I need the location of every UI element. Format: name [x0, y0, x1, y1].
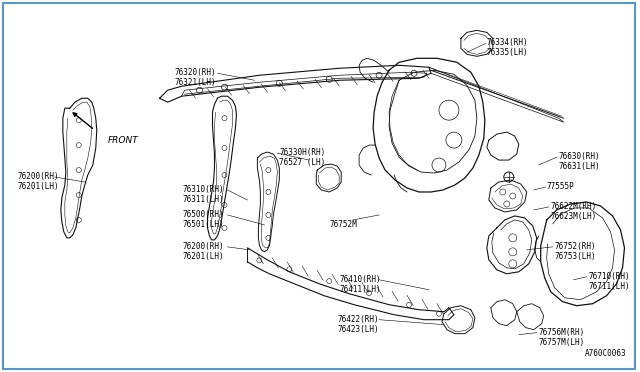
Text: 76330H(RH): 76330H(RH): [279, 148, 326, 157]
Text: 76310(RH): 76310(RH): [182, 185, 224, 194]
Text: 76311(LH): 76311(LH): [182, 195, 224, 204]
Text: 76201(LH): 76201(LH): [18, 182, 60, 191]
Text: 76200(RH): 76200(RH): [182, 242, 224, 251]
Text: 76321(LH): 76321(LH): [175, 78, 216, 87]
Text: 76422(RH): 76422(RH): [337, 315, 379, 324]
Text: 76335(LH): 76335(LH): [487, 48, 529, 57]
Text: 76501(LH): 76501(LH): [182, 220, 224, 229]
Text: 76630(RH): 76630(RH): [559, 152, 600, 161]
Text: 76753(LH): 76753(LH): [555, 252, 596, 261]
Text: 76201(LH): 76201(LH): [182, 252, 224, 261]
Text: 77555P: 77555P: [547, 182, 575, 191]
Text: 76527 (LH): 76527 (LH): [279, 158, 326, 167]
Text: FRONT: FRONT: [108, 136, 138, 145]
Text: 76752(RH): 76752(RH): [555, 242, 596, 251]
Text: 76710(RH): 76710(RH): [589, 272, 630, 281]
Text: 76500(RH): 76500(RH): [182, 210, 224, 219]
Text: A760C0063: A760C0063: [585, 349, 627, 357]
Text: 76423(LH): 76423(LH): [337, 325, 379, 334]
Text: 76622M(RH): 76622M(RH): [550, 202, 597, 211]
Text: 76711(LH): 76711(LH): [589, 282, 630, 291]
Text: 76631(LH): 76631(LH): [559, 162, 600, 171]
Text: 76200(RH): 76200(RH): [18, 172, 60, 181]
Text: 76757M(LH): 76757M(LH): [539, 338, 585, 347]
Text: 76410(RH): 76410(RH): [339, 275, 381, 284]
Text: 76411(LH): 76411(LH): [339, 285, 381, 294]
Text: 76756M(RH): 76756M(RH): [539, 328, 585, 337]
Text: 76752M: 76752M: [329, 220, 357, 229]
Text: 76320(RH): 76320(RH): [175, 68, 216, 77]
Text: 76623M(LH): 76623M(LH): [550, 212, 597, 221]
Text: 76334(RH): 76334(RH): [487, 38, 529, 47]
